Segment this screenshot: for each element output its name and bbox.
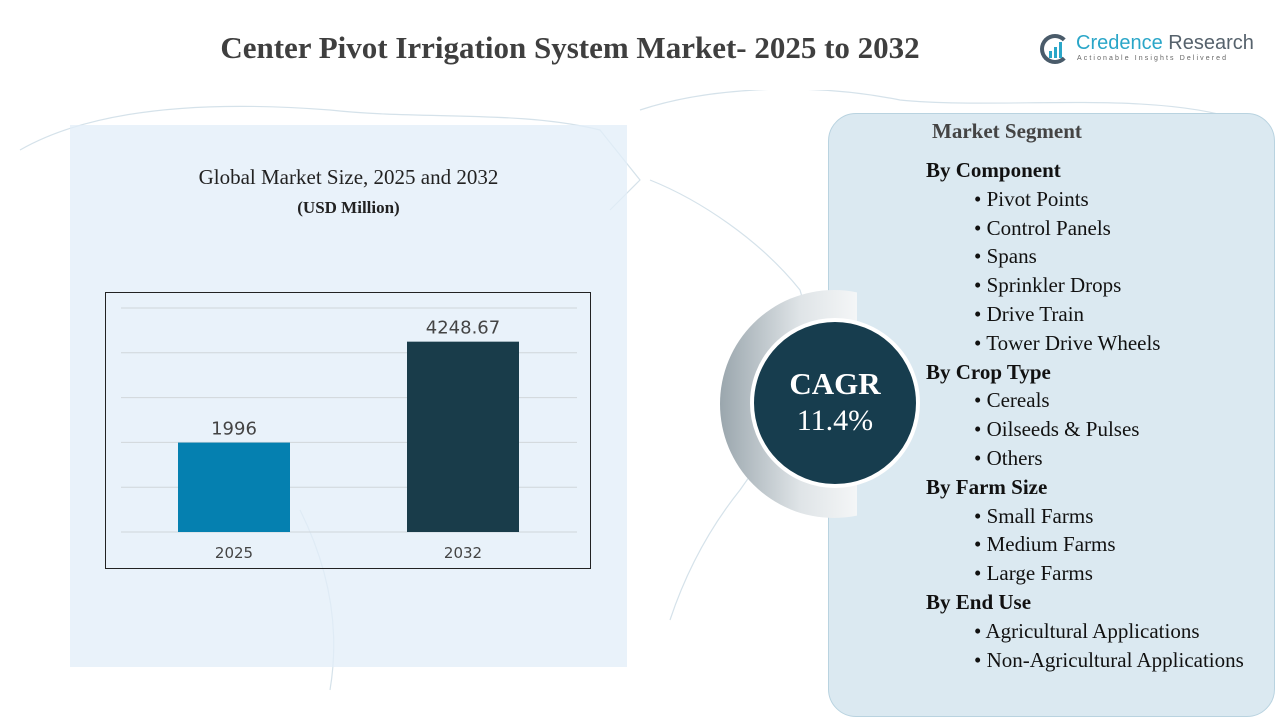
segment-item: • Agricultural Applications (926, 617, 1266, 646)
segment-item: • Drive Train (926, 300, 1266, 329)
data-label: 1996 (211, 419, 257, 440)
segment-heading: By Crop Type (926, 359, 1051, 384)
segment-item: • Spans (926, 242, 1266, 271)
bullet-icon: • (974, 561, 987, 586)
segment-item-label: Control Panels (986, 215, 1111, 240)
segment-item: • Tower Drive Wheels (926, 329, 1266, 358)
segment-item: • Pivot Points (926, 185, 1266, 214)
segment-item-label: Medium Farms (986, 532, 1116, 557)
segment-item: • Large Farms (926, 559, 1266, 588)
bullet-icon: • (974, 215, 987, 240)
segment-item: • Oilseeds & Pulses (926, 415, 1266, 444)
segment-item: • Sprinkler Drops (926, 271, 1266, 300)
data-label: 4248.67 (426, 318, 500, 339)
bar-2032 (407, 341, 519, 532)
market-size-panel (70, 125, 627, 667)
segment-item-label: Others (986, 445, 1043, 470)
bullet-icon: • (974, 244, 987, 269)
market-segment-title: Market Segment (932, 119, 1082, 143)
logo-ring-icon (1040, 34, 1070, 64)
segment-item-label: Small Farms (986, 503, 1094, 528)
bullet-icon: • (974, 301, 987, 326)
segment-item-label: Cereals (986, 388, 1050, 413)
segment-item: • Control Panels (926, 214, 1266, 243)
segment-item: • Non-Agricultural Applications (926, 646, 1266, 675)
page-title: Center Pivot Irrigation System Market- 2… (220, 30, 920, 65)
segment-item-label: Agricultural Applications (985, 618, 1200, 643)
cagr-label: CAGR (789, 366, 881, 401)
logo-bars-icon (1049, 42, 1063, 58)
bullet-icon: • (974, 532, 987, 557)
segment-heading: By Farm Size (926, 474, 1048, 499)
logo-name-1: Credence (1076, 32, 1163, 54)
logo-name-2: Research (1168, 32, 1254, 54)
segment-item-label: Spans (986, 244, 1037, 269)
bullet-icon: • (974, 186, 987, 211)
x-tick-label: 2032 (444, 544, 482, 562)
segment-item: • Others (926, 444, 1266, 473)
bullet-icon: • (974, 330, 987, 355)
cagr-value: 11.4% (796, 404, 874, 437)
bullet-icon: • (974, 503, 987, 528)
bullet-icon: • (974, 388, 987, 413)
segment-heading: By End Use (926, 589, 1032, 614)
segment-item: • Medium Farms (926, 530, 1266, 559)
bullet-icon: • (974, 273, 987, 298)
chart-unit: (USD Million) (297, 198, 400, 217)
segment-item-label: Drive Train (986, 301, 1085, 326)
logo-tagline: Actionable Insights Delivered (1077, 55, 1229, 62)
bullet-icon: • (974, 445, 987, 470)
x-tick-label: 2025 (215, 544, 253, 562)
cagr-badge: CAGR 11.4% (750, 318, 920, 488)
chart-title: Global Market Size, 2025 and 2032 (198, 165, 499, 189)
bar-chart-svg: 1996 2025 4248.67 2032 (121, 307, 577, 562)
bullet-icon: • (974, 417, 987, 442)
segment-heading: By Component (926, 158, 1061, 182)
segment-item-label: Tower Drive Wheels (986, 330, 1161, 355)
segment-item-label: Non-Agricultural Applications (986, 647, 1244, 672)
segment-item: • Cereals (926, 386, 1266, 415)
segment-item-label: Oilseeds & Pulses (986, 417, 1140, 442)
bar-chart: 1996 2025 4248.67 2032 (105, 292, 591, 569)
segment-item-label: Pivot Points (986, 186, 1089, 211)
segment-item-label: Large Farms (986, 561, 1093, 586)
credence-research-logo: Credence Research Actionable Insights De… (1040, 32, 1260, 68)
bullet-icon: • (974, 618, 986, 643)
segment-item-label: Sprinkler Drops (986, 273, 1122, 298)
segment-list: By Component • Pivot Points • Control Pane… (926, 156, 1266, 674)
segment-item: • Small Farms (926, 502, 1266, 531)
bullet-icon: • (974, 647, 987, 672)
bar-2025 (178, 442, 290, 532)
